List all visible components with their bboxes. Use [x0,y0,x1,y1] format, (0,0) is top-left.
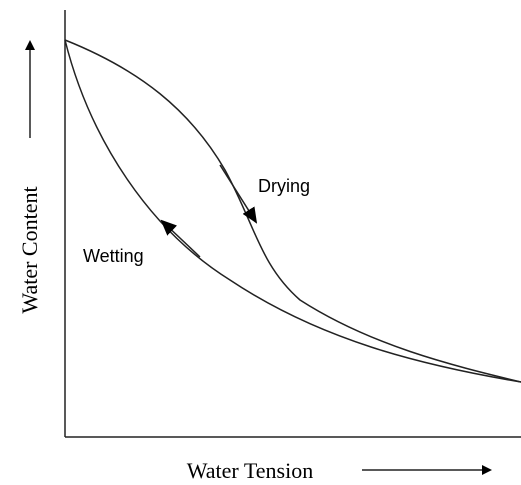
y-axis-label: Water Content [17,186,42,313]
x-axis-label: Water Tension [187,458,313,483]
drying-label: Drying [258,176,310,196]
wetting-label: Wetting [83,246,144,266]
drying-arrow [219,164,258,224]
wetting-arrow [160,219,201,258]
drying-curve [64,39,521,383]
wetting-curve [64,39,521,383]
